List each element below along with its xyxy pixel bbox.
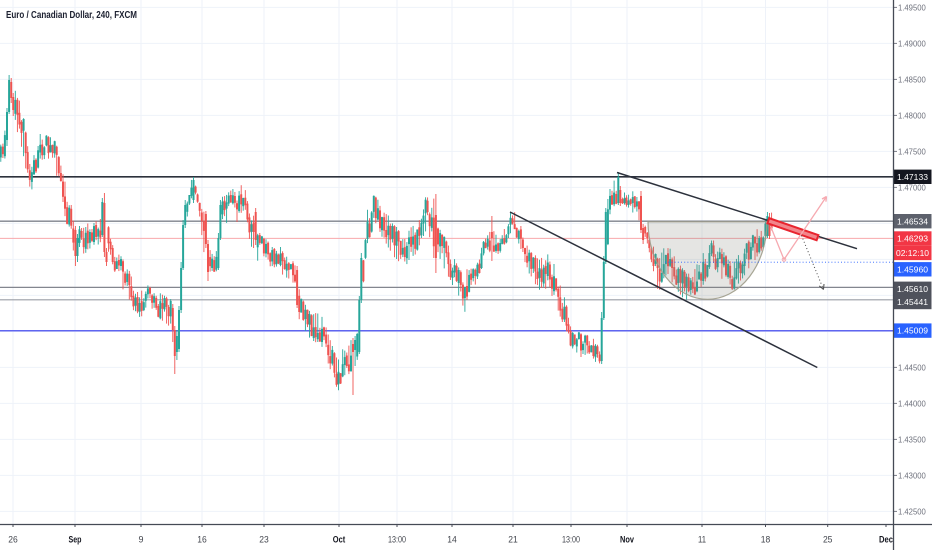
svg-text:26: 26 [8, 534, 18, 544]
svg-text:1.46534: 1.46534 [897, 216, 928, 226]
svg-text:1.45009: 1.45009 [897, 326, 928, 336]
svg-text:1.48000: 1.48000 [898, 111, 926, 120]
svg-text:11: 11 [698, 534, 706, 544]
svg-text:1.42500: 1.42500 [898, 507, 926, 516]
svg-text:1.46293: 1.46293 [897, 234, 928, 244]
svg-text:1.47500: 1.47500 [898, 147, 926, 156]
svg-text:Nov: Nov [620, 534, 634, 544]
svg-text:21: 21 [508, 534, 518, 544]
svg-text:1.49000: 1.49000 [898, 39, 926, 48]
svg-text:1.45441: 1.45441 [897, 297, 928, 307]
svg-text:18: 18 [761, 534, 771, 544]
svg-text:1.48500: 1.48500 [898, 75, 926, 84]
svg-text:23: 23 [259, 534, 269, 544]
svg-text:1.47133: 1.47133 [897, 172, 928, 182]
svg-text:1.45960: 1.45960 [897, 264, 928, 274]
svg-text:1.43500: 1.43500 [898, 435, 926, 444]
svg-text:Euro / Canadian Dollar, 240, F: Euro / Canadian Dollar, 240, FXCM [6, 10, 137, 21]
svg-text:02:12:10: 02:12:10 [896, 248, 929, 258]
svg-text:14: 14 [447, 534, 457, 544]
svg-text:16: 16 [197, 534, 207, 544]
svg-text:13:00: 13:00 [562, 534, 580, 544]
svg-text:1.47000: 1.47000 [898, 183, 926, 192]
svg-text:Oct: Oct [333, 534, 346, 544]
svg-text:1.49500: 1.49500 [898, 3, 926, 12]
svg-text:25: 25 [823, 534, 833, 544]
svg-text:13:00: 13:00 [388, 534, 406, 544]
svg-text:1.45610: 1.45610 [897, 284, 928, 294]
svg-text:Sep: Sep [69, 534, 82, 544]
svg-text:Dec: Dec [879, 534, 893, 544]
svg-text:1.44500: 1.44500 [898, 363, 926, 372]
svg-text:1.43000: 1.43000 [898, 471, 926, 480]
svg-text:1.44000: 1.44000 [898, 399, 926, 408]
svg-text:9: 9 [139, 534, 144, 544]
